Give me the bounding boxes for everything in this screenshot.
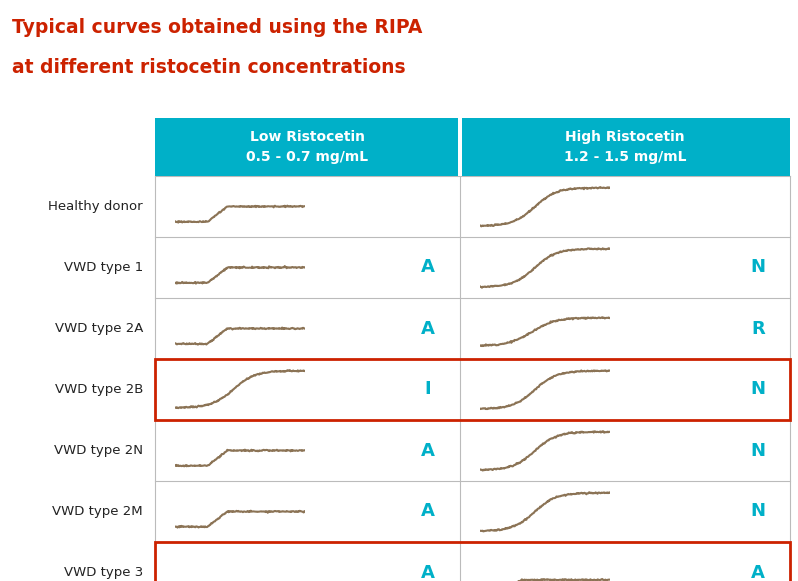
Text: N: N	[751, 503, 765, 521]
Bar	[457, 118, 462, 176]
Text: A: A	[421, 564, 435, 581]
Text: I: I	[425, 381, 432, 399]
Bar	[155, 542, 790, 581]
Text: A: A	[421, 442, 435, 460]
Text: VWD type 1: VWD type 1	[64, 261, 143, 274]
Text: VWD type 2M: VWD type 2M	[53, 505, 143, 518]
Text: Low Ristocetin
0.5 - 0.7 mg/mL: Low Ristocetin 0.5 - 0.7 mg/mL	[247, 130, 369, 164]
Text: A: A	[421, 320, 435, 338]
Text: at different ristocetin concentrations: at different ristocetin concentrations	[12, 58, 405, 77]
Text: N: N	[751, 442, 765, 460]
Text: N: N	[751, 259, 765, 277]
Text: A: A	[421, 503, 435, 521]
Text: Typical curves obtained using the RIPA: Typical curves obtained using the RIPA	[12, 18, 422, 37]
Text: VWD type 2N: VWD type 2N	[54, 444, 143, 457]
Text: N: N	[751, 381, 765, 399]
Text: VWD type 3: VWD type 3	[64, 566, 143, 579]
Text: Healthy donor: Healthy donor	[49, 200, 143, 213]
Text: A: A	[751, 564, 765, 581]
Text: A: A	[421, 259, 435, 277]
Text: High Ristocetin
1.2 - 1.5 mg/mL: High Ristocetin 1.2 - 1.5 mg/mL	[563, 130, 686, 164]
Bar	[155, 118, 460, 176]
Text: R: R	[751, 320, 765, 338]
Bar	[155, 359, 790, 420]
Text: VWD type 2A: VWD type 2A	[54, 322, 143, 335]
Bar	[460, 118, 790, 176]
Text: VWD type 2B: VWD type 2B	[54, 383, 143, 396]
